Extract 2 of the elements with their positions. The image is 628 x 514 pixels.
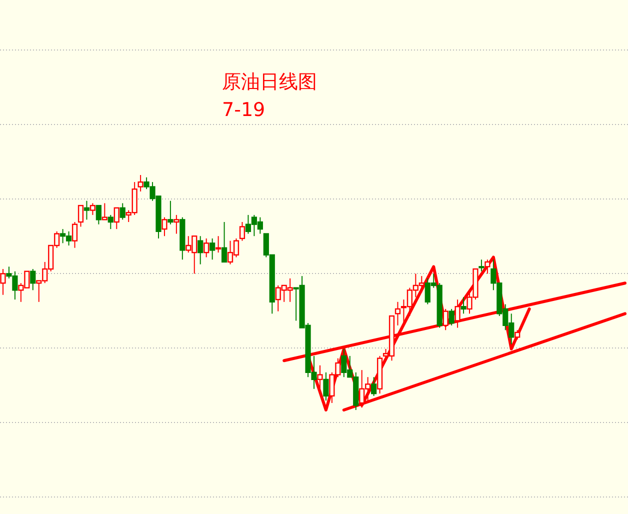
chart-title: 原油日线图 xyxy=(222,71,317,93)
chart-subtitle: 7-19 xyxy=(222,99,266,121)
